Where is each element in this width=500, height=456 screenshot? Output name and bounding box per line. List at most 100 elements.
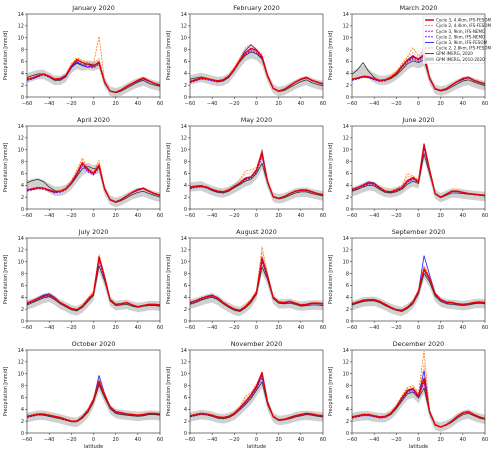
panel-title: October 2020 bbox=[72, 340, 116, 348]
y-tick-label: 2 bbox=[184, 419, 187, 425]
x-tick-label: 40 bbox=[460, 101, 466, 107]
x-tick-label: 0 bbox=[92, 325, 95, 331]
series-band-gpm-imerg-2010-2020 bbox=[27, 262, 160, 316]
panel-title: February 2020 bbox=[233, 4, 280, 12]
x-tick-label: 60 bbox=[157, 437, 163, 443]
y-tick-label: 2 bbox=[346, 307, 349, 313]
series-line-cycle-3-4-4km-ifs-fesom bbox=[352, 143, 485, 198]
panel-title: August 2020 bbox=[236, 228, 277, 236]
x-tick-label: 20 bbox=[275, 325, 281, 331]
x-tick-label: −40 bbox=[44, 437, 55, 443]
x-tick-label: −60 bbox=[185, 325, 196, 331]
series-band-gpm-imerg-2010-2020 bbox=[190, 48, 323, 97]
y-tick-label: 4 bbox=[21, 183, 24, 189]
x-tick-label: 0 bbox=[417, 325, 420, 331]
x-tick-label: −60 bbox=[347, 213, 358, 219]
x-tick-label: −40 bbox=[44, 101, 55, 107]
y-tick-label: 4 bbox=[346, 183, 349, 189]
panel-title: June 2020 bbox=[401, 116, 434, 124]
x-tick-label: 40 bbox=[298, 325, 304, 331]
x-tick-label: −40 bbox=[207, 101, 218, 107]
x-tick-label: 0 bbox=[417, 213, 420, 219]
y-tick-label: 0 bbox=[346, 319, 349, 325]
y-tick-label: 6 bbox=[184, 283, 187, 289]
x-tick-label: 60 bbox=[482, 213, 488, 219]
series-line-cycle-3-4-4km-ifs-fesom bbox=[190, 152, 323, 200]
x-tick-label: −40 bbox=[369, 213, 380, 219]
y-tick-label: 10 bbox=[181, 36, 187, 42]
panel-frame bbox=[351, 13, 486, 98]
y-tick-label: 0 bbox=[21, 319, 24, 325]
y-tick-label: 4 bbox=[21, 295, 24, 301]
x-tick-label: −60 bbox=[22, 325, 33, 331]
plot-area bbox=[27, 36, 160, 97]
x-tick-label: −20 bbox=[229, 101, 240, 107]
legend-label: Cycle 3, 9km, IFS-FESOM bbox=[436, 40, 488, 45]
x-tick-label: −40 bbox=[369, 437, 380, 443]
y-tick-label: 2 bbox=[346, 195, 349, 201]
y-axis-label: Precipitation [mm/d] bbox=[3, 143, 9, 192]
legend-box bbox=[422, 15, 485, 64]
y-tick-label: 10 bbox=[343, 260, 349, 266]
y-tick-label: 0 bbox=[346, 95, 349, 101]
x-tick-label: 60 bbox=[482, 101, 488, 107]
panel-title: December 2020 bbox=[393, 340, 444, 348]
plot-area bbox=[190, 371, 323, 426]
legend-label: Cycle 2, 9km, IFS-NEMO bbox=[436, 34, 485, 39]
x-tick-label: 40 bbox=[298, 101, 304, 107]
panel-frame bbox=[189, 237, 324, 322]
x-tick-label: 60 bbox=[320, 437, 326, 443]
y-tick-label: 6 bbox=[346, 59, 349, 65]
y-tick-label: 0 bbox=[346, 431, 349, 437]
y-tick-label: 8 bbox=[21, 159, 24, 165]
y-axis-label: Precipitation [mm/d] bbox=[166, 367, 172, 416]
x-tick-label: 20 bbox=[437, 325, 443, 331]
panel-10: October 2020 Precipitation [mm/d] 0 2 4 6 8 10 1… bbox=[3, 340, 163, 450]
x-tick-label: 60 bbox=[157, 213, 163, 219]
y-tick-label: 10 bbox=[343, 372, 349, 378]
x-tick-label: 0 bbox=[255, 437, 258, 443]
y-tick-label: 12 bbox=[181, 24, 187, 30]
y-tick-label: 10 bbox=[181, 372, 187, 378]
x-tick-label: 0 bbox=[255, 325, 258, 331]
x-tick-label: −20 bbox=[391, 213, 402, 219]
x-tick-label: 60 bbox=[320, 325, 326, 331]
series-band-gpm-imerg-2010-2020 bbox=[352, 384, 485, 432]
legend-label: GPM IMERG, 2020 bbox=[436, 51, 473, 56]
x-tick-label: 40 bbox=[298, 437, 304, 443]
panel-frame bbox=[351, 237, 486, 322]
y-tick-label: 12 bbox=[181, 136, 187, 142]
panel-5: May 2020 Precipitation [mm/d] 0 2 4 6 8 10 12 14 −… bbox=[166, 116, 326, 219]
x-tick-label: 0 bbox=[92, 437, 95, 443]
y-axis-label: Precipitation [mm/d] bbox=[3, 31, 9, 80]
y-tick-label: 8 bbox=[184, 383, 187, 389]
y-tick-label: 0 bbox=[184, 431, 187, 437]
panel-title: November 2020 bbox=[231, 340, 283, 348]
x-tick-label: 20 bbox=[112, 325, 118, 331]
y-tick-label: 4 bbox=[21, 71, 24, 77]
x-tick-label: −20 bbox=[229, 213, 240, 219]
x-tick-label: 20 bbox=[437, 437, 443, 443]
panel-8: August 2020 Precipitation [mm/d] 0 2 4 6 8 10 12… bbox=[166, 228, 326, 331]
y-tick-label: 6 bbox=[21, 395, 24, 401]
y-tick-label: 8 bbox=[184, 47, 187, 53]
series-line-gpm-imerg-2020 bbox=[352, 273, 485, 312]
series-line-cycle-3-4-4km-ifs-fesom bbox=[190, 371, 323, 421]
y-tick-label: 6 bbox=[21, 59, 24, 65]
x-tick-label: 40 bbox=[135, 101, 141, 107]
panel-frame bbox=[351, 349, 486, 434]
panel-title: April 2020 bbox=[77, 116, 110, 124]
y-tick-label: 0 bbox=[21, 431, 24, 437]
x-tick-label: −60 bbox=[347, 101, 358, 107]
plot-area bbox=[352, 350, 485, 432]
series-line-cycle-2-9km-ifs-nemo bbox=[27, 165, 160, 203]
x-tick-label: 0 bbox=[255, 213, 258, 219]
y-axis-label: Precipitation [mm/d] bbox=[328, 255, 334, 304]
series-band-gpm-imerg-2010-2020 bbox=[352, 56, 485, 96]
y-tick-label: 2 bbox=[346, 419, 349, 425]
x-tick-label: 20 bbox=[275, 437, 281, 443]
panel-title: September 2020 bbox=[392, 228, 446, 236]
x-tick-label: −40 bbox=[207, 437, 218, 443]
y-tick-label: 6 bbox=[21, 283, 24, 289]
